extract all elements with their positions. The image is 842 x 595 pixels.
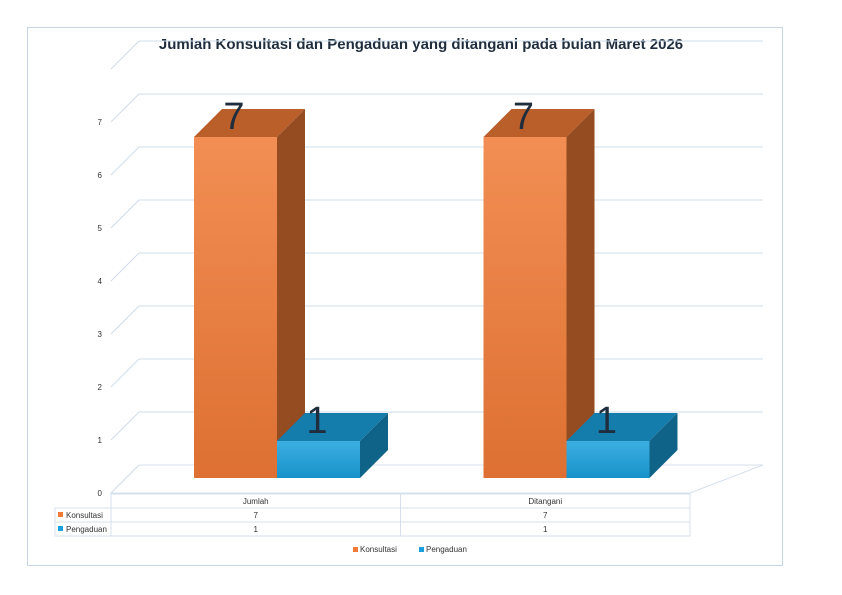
y-tick-label: 4	[98, 277, 103, 286]
y-tick-label: 5	[98, 224, 103, 233]
bar-konsultasi-ditangani	[483, 137, 567, 478]
gridline-side	[110, 358, 140, 388]
y-tick-label: 1	[98, 436, 103, 445]
bar-pengaduan-jumlah	[277, 441, 360, 478]
legend-label: Pengaduan	[426, 545, 467, 554]
bar-side-face	[277, 109, 305, 478]
gridline-side	[110, 93, 140, 123]
gridline-side	[110, 252, 140, 282]
y-tick-label: 3	[98, 330, 103, 339]
table-cell: 7	[543, 511, 548, 520]
chart-title: Jumlah Konsultasi dan Pengaduan yang dit…	[158, 36, 684, 53]
y-tick-label: 0	[98, 489, 103, 498]
y-tick-label: 6	[98, 171, 103, 180]
gridline-side	[110, 199, 140, 229]
chart-floor	[109, 464, 764, 494]
bar-konsultasi-jumlah	[194, 137, 277, 478]
table-cell: 7	[254, 511, 259, 520]
gridline-side	[110, 305, 140, 335]
bar-side-face	[649, 413, 678, 478]
table-row-label: Konsultasi	[66, 511, 103, 520]
gridline-side	[110, 411, 140, 441]
gridline-side	[110, 40, 140, 70]
data-label: 7	[513, 96, 534, 138]
bar-pengaduan-ditangani	[566, 441, 650, 478]
bar-side-face	[360, 413, 388, 478]
table-row	[54, 521, 691, 537]
table-cell: 1	[543, 525, 548, 534]
gridline-side	[110, 146, 140, 176]
data-label: 1	[596, 400, 617, 442]
data-label: 1	[306, 400, 327, 442]
chart-frame	[27, 27, 783, 566]
y-tick-label: 7	[98, 118, 103, 127]
y-tick-label: 2	[98, 383, 103, 392]
table-header-cell: Jumlah	[243, 497, 269, 506]
bar-side-face	[566, 109, 595, 478]
legend-label: Konsultasi	[360, 545, 397, 554]
table-row	[54, 507, 691, 523]
table-row-label: Pengaduan	[66, 525, 107, 534]
legend-swatch	[353, 547, 358, 552]
bar-top-face	[194, 109, 305, 137]
bar-top-face	[277, 413, 388, 441]
table-header-cell: Ditangani	[528, 497, 562, 506]
legend-swatch	[419, 547, 424, 552]
table-cell: 1	[254, 525, 259, 534]
data-label: 7	[223, 96, 244, 138]
table-legend-key	[58, 526, 63, 531]
bar-top-face	[483, 109, 595, 137]
bar-top-face	[566, 413, 678, 441]
table-legend-key	[58, 512, 63, 517]
